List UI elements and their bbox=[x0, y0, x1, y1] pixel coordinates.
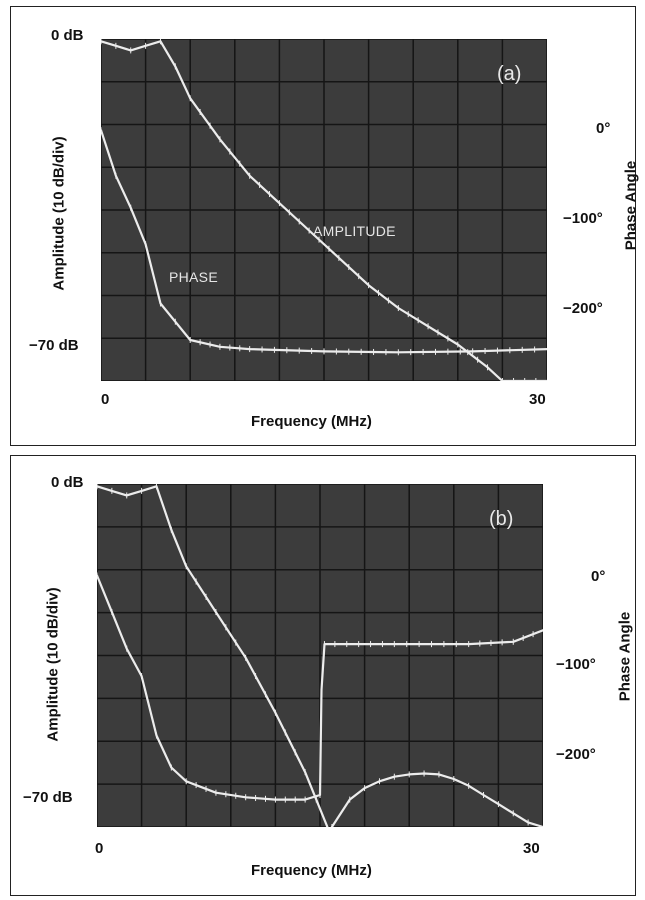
panel-tag: (b) bbox=[489, 508, 514, 530]
y-bottom-label: −70 dB bbox=[29, 337, 79, 354]
phase-tick-200: −200° bbox=[563, 300, 603, 317]
x-start-label: 0 bbox=[95, 840, 104, 857]
scope-screen-b bbox=[97, 484, 543, 827]
phase-axis-label: Phase Angle bbox=[616, 611, 634, 702]
phase-tick-100: −100° bbox=[563, 210, 603, 227]
x-end-label: 30 bbox=[523, 840, 540, 857]
x-end-label: 30 bbox=[529, 391, 546, 408]
panel-tag: (a) bbox=[497, 63, 522, 85]
phase-tick-100: −100° bbox=[556, 656, 596, 673]
phase-tick-0: 0° bbox=[591, 568, 606, 585]
phase-trace-label: PHASE bbox=[169, 269, 218, 285]
y-axis-label: Amplitude (10 dB/div) bbox=[50, 136, 68, 291]
x-start-label: 0 bbox=[101, 391, 110, 408]
amplitude-trace-label: AMPLITUDE bbox=[313, 223, 396, 239]
y-bottom-label: −70 dB bbox=[23, 789, 73, 806]
panel-a: 0 dB −70 dB Amplitude (10 dB/div) Phase … bbox=[10, 6, 640, 446]
y-axis-label: Amplitude (10 dB/div) bbox=[44, 587, 62, 742]
phase-axis-label: Phase Angle bbox=[622, 160, 640, 251]
x-axis-label: Frequency (MHz) bbox=[251, 413, 372, 430]
trace-trace-0 bbox=[97, 485, 329, 827]
x-axis-label: Frequency (MHz) bbox=[251, 862, 372, 879]
y-top-label: 0 dB bbox=[51, 474, 84, 491]
phase-tick-200: −200° bbox=[556, 746, 596, 763]
panel-b: 0 dB −70 dB Amplitude (10 dB/div) Phase … bbox=[10, 455, 636, 896]
y-top-label: 0 dB bbox=[51, 27, 84, 44]
scope-screen-a bbox=[101, 39, 547, 381]
phase-tick-0: 0° bbox=[596, 120, 611, 137]
